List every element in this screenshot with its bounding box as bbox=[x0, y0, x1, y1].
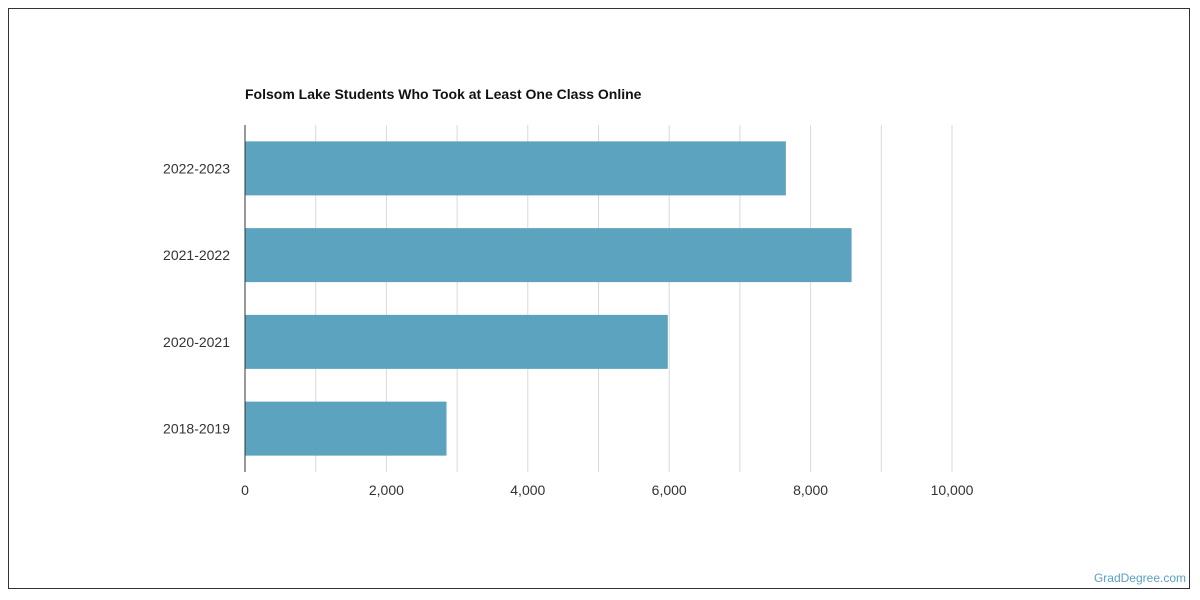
bars bbox=[245, 141, 852, 456]
watermark[interactable]: GradDegree.com bbox=[1093, 571, 1186, 585]
bar bbox=[245, 141, 786, 196]
chart-title: Folsom Lake Students Who Took at Least O… bbox=[245, 86, 642, 102]
x-tick-label: 4,000 bbox=[510, 482, 545, 498]
tick-labels: 2022-2023 2021-2022 2020-2021 2018-2019 0 2,0… bbox=[163, 160, 974, 498]
x-tick-label: 10,000 bbox=[931, 482, 974, 498]
y-tick-label: 2022-2023 bbox=[163, 160, 230, 176]
bar bbox=[245, 228, 852, 283]
y-tick-label: 2018-2019 bbox=[163, 421, 230, 437]
bar bbox=[245, 401, 447, 456]
bar bbox=[245, 314, 668, 369]
x-tick-label: 0 bbox=[241, 482, 249, 498]
x-tick-label: 8,000 bbox=[793, 482, 828, 498]
y-tick-label: 2021-2022 bbox=[163, 247, 230, 263]
x-tick-label: 6,000 bbox=[652, 482, 687, 498]
x-tick-label: 2,000 bbox=[369, 482, 404, 498]
y-tick-label: 2020-2021 bbox=[163, 334, 230, 350]
